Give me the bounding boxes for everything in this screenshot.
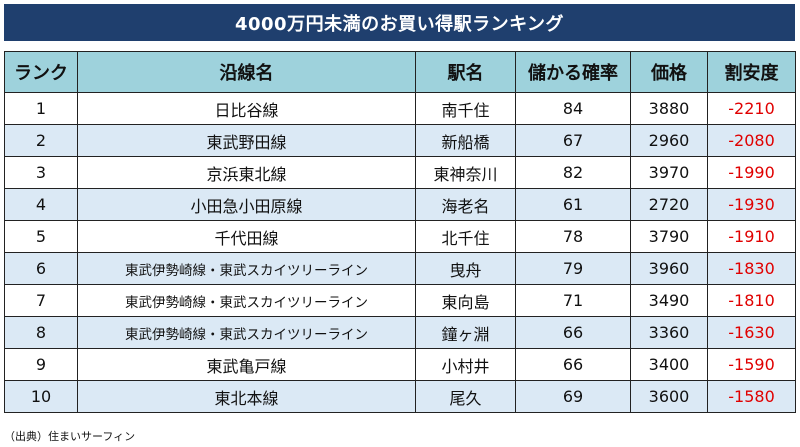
probability-cell: 66 (515, 316, 631, 349)
line-cell: 東武伊勢崎線・東武スカイツリーライン (77, 284, 416, 317)
table-row: 1 日比谷線 南千住 84 3880 -2210 (4, 92, 796, 125)
probability-cell: 79 (515, 252, 631, 285)
discount-cell: -1990 (707, 156, 796, 189)
price-cell: 3360 (630, 316, 708, 349)
line-cell: 東武伊勢崎線・東武スカイツリーライン (77, 316, 416, 349)
table-row: 9 東武亀戸線 小村井 66 3400 -1590 (4, 348, 796, 381)
price-cell: 3880 (630, 92, 708, 125)
line-cell: 千代田線 (77, 220, 416, 253)
discount-cell: -1930 (707, 188, 796, 221)
discount-cell: -2210 (707, 92, 796, 125)
probability-cell: 84 (515, 92, 631, 125)
price-cell: 3400 (630, 348, 708, 381)
table-row: 6 東武伊勢崎線・東武スカイツリーライン 曳舟 79 3960 -1830 (4, 252, 796, 285)
line-cell: 東武亀戸線 (77, 348, 416, 381)
price-cell: 3790 (630, 220, 708, 253)
rank-cell: 4 (4, 188, 78, 221)
station-cell: 南千住 (415, 92, 516, 125)
station-cell: 新船橋 (415, 124, 516, 157)
price-cell: 3490 (630, 284, 708, 317)
probability-cell: 69 (515, 380, 631, 413)
rank-cell: 2 (4, 124, 78, 157)
station-cell: 東神奈川 (415, 156, 516, 189)
table-row: 7 東武伊勢崎線・東武スカイツリーライン 東向島 71 3490 -1810 (4, 284, 796, 317)
rank-cell: 8 (4, 316, 78, 349)
table-row: 3 京浜東北線 東神奈川 82 3970 -1990 (4, 156, 796, 189)
price-cell: 3960 (630, 252, 708, 285)
rank-cell: 5 (4, 220, 78, 253)
price-cell: 2720 (630, 188, 708, 221)
ranking-table: ランク 沿線名 駅名 儲かる確率 価格 割安度 1 日比谷線 南千住 84 38… (4, 51, 796, 413)
station-cell: 東向島 (415, 284, 516, 317)
discount-cell: -1830 (707, 252, 796, 285)
price-cell: 3600 (630, 380, 708, 413)
station-cell: 小村井 (415, 348, 516, 381)
station-cell: 尾久 (415, 380, 516, 413)
discount-cell: -1810 (707, 284, 796, 317)
header-rank: ランク (4, 51, 78, 93)
rank-cell: 3 (4, 156, 78, 189)
table-header: ランク 沿線名 駅名 儲かる確率 価格 割安度 (4, 51, 796, 93)
header-station: 駅名 (415, 51, 516, 93)
table-row: 4 小田急小田原線 海老名 61 2720 -1930 (4, 188, 796, 221)
rank-cell: 9 (4, 348, 78, 381)
probability-cell: 67 (515, 124, 631, 157)
probability-cell: 78 (515, 220, 631, 253)
table-row: 2 東武野田線 新船橋 67 2960 -2080 (4, 124, 796, 157)
line-cell: 東武野田線 (77, 124, 416, 157)
header-probability: 儲かる確率 (515, 51, 631, 93)
station-cell: 曳舟 (415, 252, 516, 285)
table-row: 10 東北本線 尾久 69 3600 -1580 (4, 380, 796, 413)
line-cell: 東北本線 (77, 380, 416, 413)
source-note: （出典）住まいサーフィン (4, 430, 136, 443)
discount-cell: -1910 (707, 220, 796, 253)
table-title: 4000万円未満のお買い得駅ランキング (4, 4, 795, 41)
line-cell: 日比谷線 (77, 92, 416, 125)
discount-cell: -1590 (707, 348, 796, 381)
discount-cell: -2080 (707, 124, 796, 157)
probability-cell: 66 (515, 348, 631, 381)
probability-cell: 61 (515, 188, 631, 221)
header-price: 価格 (630, 51, 708, 93)
probability-cell: 82 (515, 156, 631, 189)
rank-cell: 10 (4, 380, 78, 413)
station-cell: 鐘ヶ淵 (415, 316, 516, 349)
line-cell: 京浜東北線 (77, 156, 416, 189)
table-row: 5 千代田線 北千住 78 3790 -1910 (4, 220, 796, 253)
table-body: 1 日比谷線 南千住 84 3880 -2210 2 東武野田線 新船橋 67 … (4, 92, 796, 413)
discount-cell: -1580 (707, 380, 796, 413)
rank-cell: 6 (4, 252, 78, 285)
rank-cell: 7 (4, 284, 78, 317)
header-row: ランク 沿線名 駅名 儲かる確率 価格 割安度 (4, 51, 796, 93)
line-cell: 小田急小田原線 (77, 188, 416, 221)
header-line: 沿線名 (77, 51, 416, 93)
rank-cell: 1 (4, 92, 78, 125)
line-cell: 東武伊勢崎線・東武スカイツリーライン (77, 252, 416, 285)
station-cell: 北千住 (415, 220, 516, 253)
probability-cell: 71 (515, 284, 631, 317)
price-cell: 2960 (630, 124, 708, 157)
price-cell: 3970 (630, 156, 708, 189)
header-discount: 割安度 (707, 51, 796, 93)
table-row: 8 東武伊勢崎線・東武スカイツリーライン 鐘ヶ淵 66 3360 -1630 (4, 316, 796, 349)
station-cell: 海老名 (415, 188, 516, 221)
discount-cell: -1630 (707, 316, 796, 349)
